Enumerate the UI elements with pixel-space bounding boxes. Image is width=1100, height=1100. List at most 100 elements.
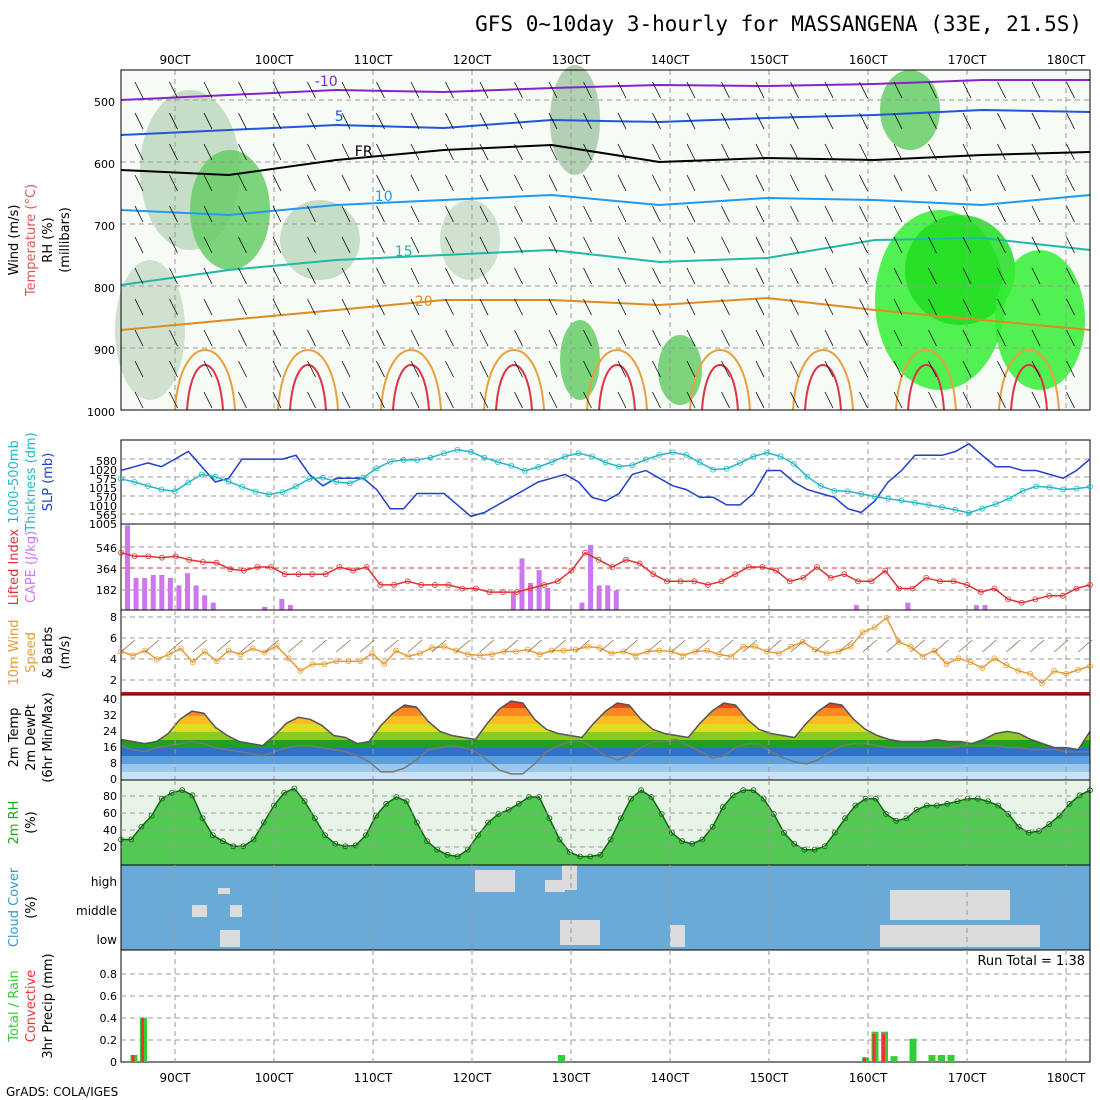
upper-barb-2-9 <box>445 143 454 161</box>
upper-barb-9-20 <box>824 360 834 378</box>
label-upper-3: (millibars) <box>58 207 73 273</box>
rh-series-point-19 <box>311 815 318 822</box>
upper-barb-1-2 <box>203 112 213 130</box>
cape-bar-48 <box>536 570 542 610</box>
wind-barb-40 <box>599 639 614 653</box>
li-series-point-22 <box>418 582 425 588</box>
wind-series-point-51 <box>728 653 735 660</box>
wind-series-point-1 <box>130 652 136 659</box>
upper-barb-1-15 <box>652 112 661 130</box>
slp-ytick-0: 1005 <box>89 518 117 531</box>
rh-series-point-90 <box>1036 828 1042 834</box>
upper-barb-8-7 <box>376 329 385 347</box>
wind-series-point-20 <box>357 658 364 665</box>
upper-barb-0-14 <box>617 81 627 99</box>
upper-barb-5-27 <box>1066 236 1075 254</box>
label-rh-0: 2m RH <box>7 801 22 845</box>
wind-series-point-54 <box>764 648 770 655</box>
label-precip-1: Convective <box>24 970 39 1043</box>
rh-series-point-21 <box>332 840 339 847</box>
upper-barb-2-25 <box>997 143 1006 161</box>
li-series-point-17 <box>350 567 356 574</box>
conv-bar-79 <box>872 1034 876 1062</box>
upper-barb-9-18 <box>755 360 765 378</box>
li-series-point-3 <box>159 554 165 561</box>
upper-barb-5-21 <box>859 236 868 254</box>
upper-barb-3-24 <box>962 174 972 192</box>
wind-series-point-59 <box>823 650 830 657</box>
upper-barb-6-3 <box>238 267 247 285</box>
wind-ytick-2: 6 <box>110 632 117 645</box>
rh-ytick-2: 60 <box>103 807 117 820</box>
xtick-bottom-5: 140CT <box>651 1071 690 1085</box>
wind-barb-72 <box>982 639 997 653</box>
upper-barb-4-24 <box>962 205 972 223</box>
upper-barb-8-23 <box>928 329 937 347</box>
upper-barb-6-16 <box>686 267 696 285</box>
upper-barb-10-11 <box>514 391 523 409</box>
upper-barb-2-7 <box>376 143 385 161</box>
li-series-point-47 <box>759 564 766 570</box>
upper-barb-9-23 <box>928 360 937 378</box>
li-series-point-38 <box>636 560 643 567</box>
upper-barb-1-26 <box>1031 112 1041 130</box>
cape-bar-100 <box>982 605 988 610</box>
rh-shade-11 <box>440 200 500 280</box>
rh-series-point-7 <box>189 792 196 799</box>
wind-series-point-75 <box>1015 667 1022 674</box>
rh-series-point-38 <box>505 806 512 813</box>
upper-barb-7-9 <box>445 298 454 316</box>
li-series-point-18 <box>363 564 370 570</box>
li-series-point-11 <box>268 564 275 570</box>
upper-barb-10-4 <box>272 391 282 409</box>
wind-series-point-69 <box>943 661 950 667</box>
wind-series-point-19 <box>345 658 352 665</box>
li-series-point-23 <box>432 582 438 588</box>
upper-barb-1-25 <box>997 112 1006 130</box>
upper-barb-7-27 <box>1066 298 1075 316</box>
upper-barb-1-1 <box>169 112 178 130</box>
upper-barb-0-17 <box>721 81 730 99</box>
upper-barb-8-3 <box>238 329 247 347</box>
upper-barb-8-1 <box>169 329 178 347</box>
xtick-top-6: 150CT <box>750 53 789 67</box>
surface-contour-a-0 <box>174 349 236 411</box>
rh-series-point-50 <box>628 795 634 802</box>
wind-barb-16 <box>312 639 327 653</box>
xtick-bottom-2: 110CT <box>354 1071 393 1085</box>
upper-barb-3-4 <box>272 174 282 192</box>
upper-barb-6-12 <box>548 267 558 285</box>
upper-barb-10-12 <box>548 391 558 409</box>
thickness-series-point-66 <box>1006 495 1013 502</box>
xtick-top-4: 130CT <box>552 53 591 67</box>
upper-barb-8-4 <box>272 329 282 347</box>
li-series-point-13 <box>295 571 302 578</box>
upper-barb-0-11 <box>514 81 523 99</box>
precip-ytick-0: 0 <box>110 1056 117 1069</box>
cloud-block-8 <box>192 905 207 917</box>
upper-barb-2-3 <box>238 143 247 161</box>
wind-series-point-62 <box>859 629 866 636</box>
li-series-point-28 <box>500 589 507 595</box>
thickness-series-point-38 <box>629 462 636 469</box>
upper-barb-3-2 <box>203 174 213 192</box>
thickness-series-point-16 <box>333 479 340 485</box>
slp-ytick-2: 1015 <box>89 482 117 495</box>
upper-barb-3-0 <box>134 174 144 192</box>
upper-barb-1-4 <box>272 112 282 130</box>
wind-barb-6 <box>192 639 208 653</box>
thickness-series-point-50 <box>791 460 797 467</box>
upper-barb-10-9 <box>445 391 454 409</box>
wind-series-point-79 <box>1063 670 1069 677</box>
rh-series-point-39 <box>515 800 522 807</box>
thickness-series-point-69 <box>1046 484 1053 491</box>
wind-barb-62 <box>862 639 877 653</box>
thickness-series-point-21 <box>400 456 407 463</box>
wind-series-point-25 <box>417 650 423 657</box>
label-slp-0: 1000-500mb <box>7 440 22 524</box>
wind-barb-64 <box>886 639 901 653</box>
thickness-series-point-47 <box>750 453 757 460</box>
upper-barb-7-10 <box>479 298 489 316</box>
upper-barb-4-21 <box>859 205 868 223</box>
upper-barb-1-12 <box>548 112 558 130</box>
